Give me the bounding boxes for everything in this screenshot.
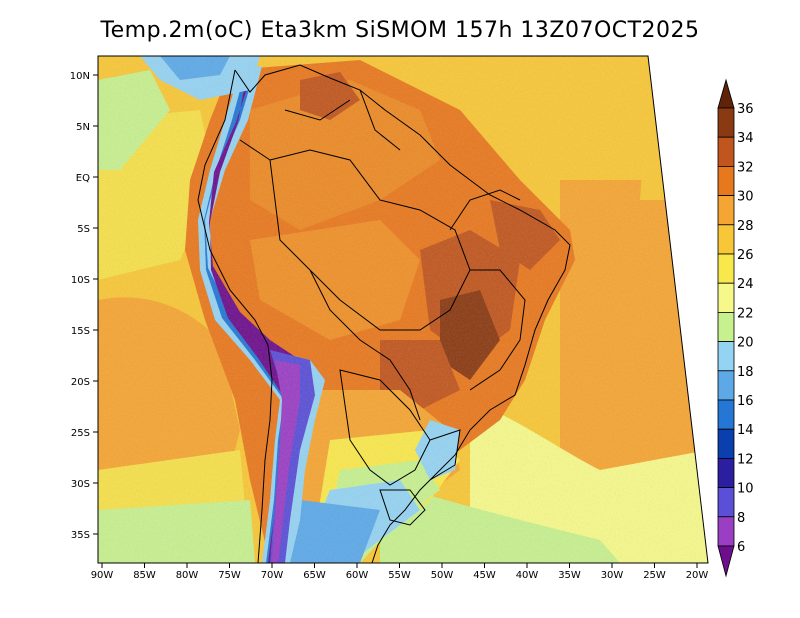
- colorbar-label: 14: [737, 423, 754, 438]
- colorbar-segment: [717, 136, 735, 167]
- colorbar-label: 10: [737, 482, 754, 497]
- colorbar-segment: [717, 516, 735, 547]
- colorbar-segment: [717, 107, 735, 138]
- colorbar-segment: [717, 428, 735, 459]
- colorbar-label: 28: [737, 219, 754, 234]
- colorbar-label: 6: [737, 540, 745, 555]
- lat-tick-label: 30S: [71, 479, 90, 490]
- lon-tick-label: 45W: [473, 570, 496, 581]
- colorbar-label: 20: [737, 336, 754, 351]
- colorbar-label: 12: [737, 452, 754, 467]
- colorbar-segment: [717, 195, 735, 226]
- lon-tick-label: 75W: [218, 570, 241, 581]
- lon-tick-label: 20W: [686, 570, 709, 581]
- colorbar-segment: [717, 399, 735, 430]
- lon-tick-label: 40W: [516, 570, 539, 581]
- colorbar-label: 16: [737, 394, 754, 409]
- colorbar-segment: [717, 253, 735, 284]
- lat-tick-label: EQ: [76, 173, 90, 184]
- lat-tick-label: 35S: [71, 530, 90, 541]
- lon-tick-label: 65W: [303, 570, 326, 581]
- colorbar-label: 30: [737, 190, 754, 205]
- colorbar-segment: [717, 457, 735, 488]
- lat-tick-label: 25S: [71, 428, 90, 439]
- lon-tick-label: 50W: [431, 570, 454, 581]
- lat-tick-label: 5N: [76, 122, 90, 133]
- lon-tick-label: 85W: [133, 570, 156, 581]
- colorbar-label: 18: [737, 365, 754, 380]
- lat-tick-label: 15S: [71, 326, 90, 337]
- colorbar-segment: [717, 311, 735, 342]
- lat-tick-label: 5S: [77, 224, 90, 235]
- colorbar-bottom-arrow: [717, 545, 735, 578]
- temperature-field: [98, 56, 708, 563]
- lat-tick-label: 10N: [70, 71, 90, 82]
- lon-tick-label: 55W: [388, 570, 411, 581]
- figure-title: Temp.2m(oC) Eta3km SiSMOM 157h 13Z07OCT2…: [100, 18, 700, 43]
- lon-tick-label: 25W: [643, 570, 666, 581]
- lon-tick-label: 30W: [601, 570, 624, 581]
- colorbar-label: 32: [737, 160, 754, 175]
- longitude-ticks: 90W 85W 80W 75W 70W 65W 60W 55W 50W 45W 40W 35W 30W 2…: [91, 563, 709, 581]
- lat-tick-label: 20S: [71, 377, 90, 388]
- colorbar-segment: [717, 341, 735, 372]
- colorbar-label: 36: [737, 102, 754, 117]
- colorbar-label: 22: [737, 306, 754, 321]
- lon-tick-label: 70W: [261, 570, 284, 581]
- colorbar-segment: [717, 224, 735, 255]
- colorbar: 36 34 32 30 28 26 24 22 20 18 16 14 12 10 8 6: [717, 78, 754, 578]
- lon-tick-label: 60W: [346, 570, 369, 581]
- colorbar-segment: [717, 282, 735, 313]
- colorbar-label: 24: [737, 277, 754, 292]
- latitude-ticks: 10N 5N EQ 5S 10S 15S 20S 25S 30S 35S: [70, 71, 98, 541]
- colorbar-segment: [717, 487, 735, 518]
- lon-tick-label: 90W: [91, 570, 114, 581]
- colorbar-label: 26: [737, 248, 754, 263]
- map-frame: [97, 55, 709, 564]
- lon-tick-label: 80W: [176, 570, 199, 581]
- country-borders: [197, 64, 571, 563]
- colorbar-label: 8: [737, 511, 745, 526]
- colorbar-segment: [717, 370, 735, 401]
- colorbar-label: 34: [737, 131, 754, 146]
- lat-tick-label: 10S: [71, 275, 90, 286]
- colorbar-top-arrow: [717, 78, 735, 109]
- lon-tick-label: 35W: [558, 570, 581, 581]
- colorbar-segment: [717, 165, 735, 196]
